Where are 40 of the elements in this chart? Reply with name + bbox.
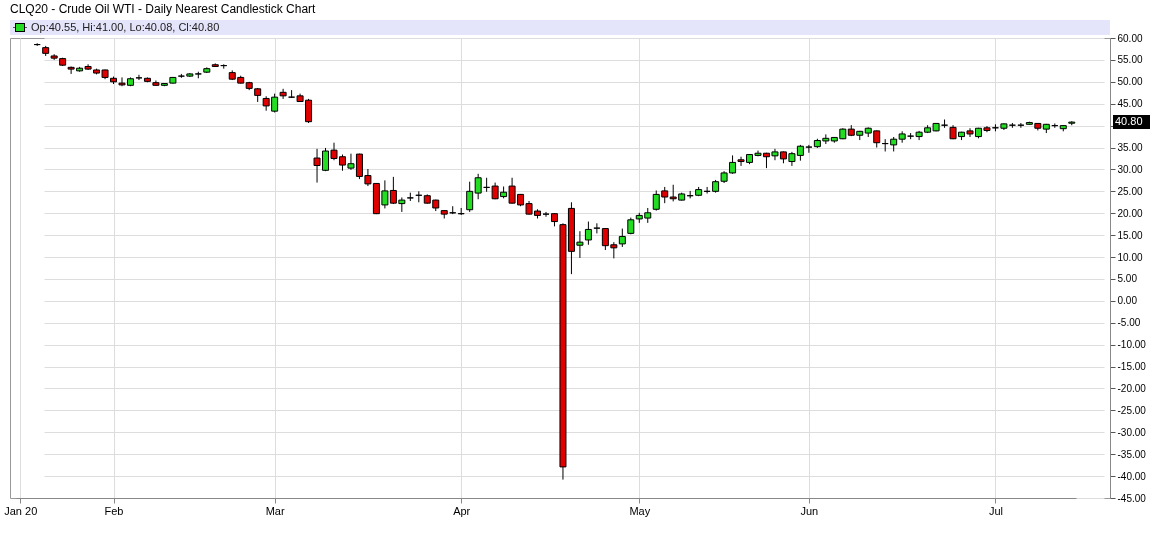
text: 40.80 xyxy=(1115,115,1143,128)
candlestick xyxy=(618,228,626,248)
y-tick-label: 15.00 xyxy=(1117,229,1143,241)
y-tick-label: 60.00 xyxy=(1117,32,1143,44)
candlestick xyxy=(584,221,592,246)
x-tick-label: Jan 20 xyxy=(4,504,38,517)
y-tick-label: -25.00 xyxy=(1117,404,1147,416)
y-tick-label: 50.00 xyxy=(1117,76,1143,88)
x-tick-label: Mar xyxy=(265,504,285,517)
candlestick xyxy=(805,144,813,154)
y-tick-label: 5.00 xyxy=(1117,273,1138,285)
x-tick-label: Jul xyxy=(988,504,1003,517)
candlestick xyxy=(542,211,550,218)
x-tick-label: Feb xyxy=(104,504,124,517)
y-tick-label: 55.00 xyxy=(1117,54,1143,66)
candlestick xyxy=(466,181,474,213)
y-tick-label: 10.00 xyxy=(1117,251,1143,263)
y-tick-label: 0.00 xyxy=(1117,295,1138,307)
y-tick-label: -35.00 xyxy=(1117,448,1147,460)
x-tick-label: Apr xyxy=(453,504,471,517)
x-tick-label: Jun xyxy=(800,504,819,517)
candlestick xyxy=(474,173,482,200)
y-tick-label: -45.00 xyxy=(1117,492,1147,504)
y-tick-label: 20.00 xyxy=(1117,207,1143,219)
candlestick xyxy=(279,88,287,100)
y-tick-label: 25.00 xyxy=(1117,185,1143,197)
y-tick-label: 30.00 xyxy=(1117,163,1143,175)
candlestick xyxy=(135,74,143,81)
y-tick-label: 35.00 xyxy=(1117,142,1143,154)
y-tick-label: -5.00 xyxy=(1117,317,1141,329)
x-tick-label: May xyxy=(629,504,651,517)
y-tick-label: -20.00 xyxy=(1117,382,1147,394)
chart-title: CLQ20 - Crude Oil WTI - Daily Nearest Candlestick Chart xyxy=(10,2,316,16)
text: Op:40.55, Hi:41.00, Lo:40.08, Cl:40.80 xyxy=(31,20,220,35)
candlestick xyxy=(593,222,601,234)
y-tick-label: -15.00 xyxy=(1117,361,1147,373)
y-tick-label: -10.00 xyxy=(1117,339,1147,351)
y-tick-label: -40.00 xyxy=(1117,470,1147,482)
y-tick-label: -30.00 xyxy=(1117,426,1147,438)
y-tick-label: 45.00 xyxy=(1117,98,1143,110)
